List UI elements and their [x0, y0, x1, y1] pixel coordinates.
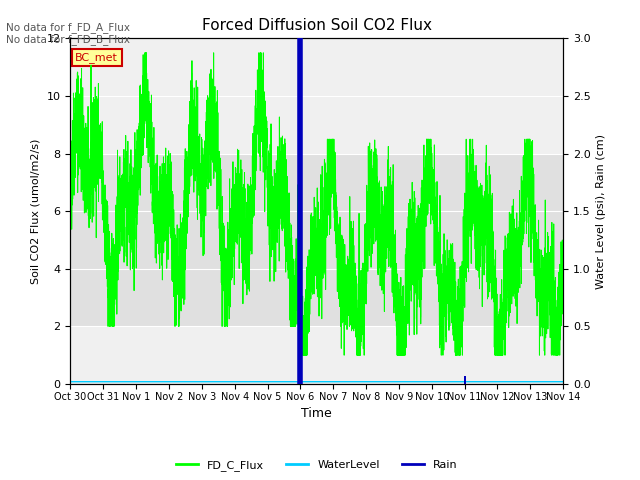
Y-axis label: Water Level (psi), Rain (cm): Water Level (psi), Rain (cm)	[596, 134, 606, 288]
Y-axis label: Soil CO2 Flux (umol/m2/s): Soil CO2 Flux (umol/m2/s)	[31, 139, 41, 284]
Legend: FD_C_Flux, WaterLevel, Rain: FD_C_Flux, WaterLevel, Rain	[172, 456, 462, 475]
Text: BC_met: BC_met	[76, 52, 118, 63]
X-axis label: Time: Time	[301, 407, 332, 420]
Title: Forced Diffusion Soil CO2 Flux: Forced Diffusion Soil CO2 Flux	[202, 18, 432, 33]
Text: No data for f_FD_B_Flux: No data for f_FD_B_Flux	[6, 34, 131, 45]
Bar	[70, 154, 563, 326]
Bar	[463, 376, 466, 384]
Text: No data for f_FD_A_Flux: No data for f_FD_A_Flux	[6, 22, 131, 33]
